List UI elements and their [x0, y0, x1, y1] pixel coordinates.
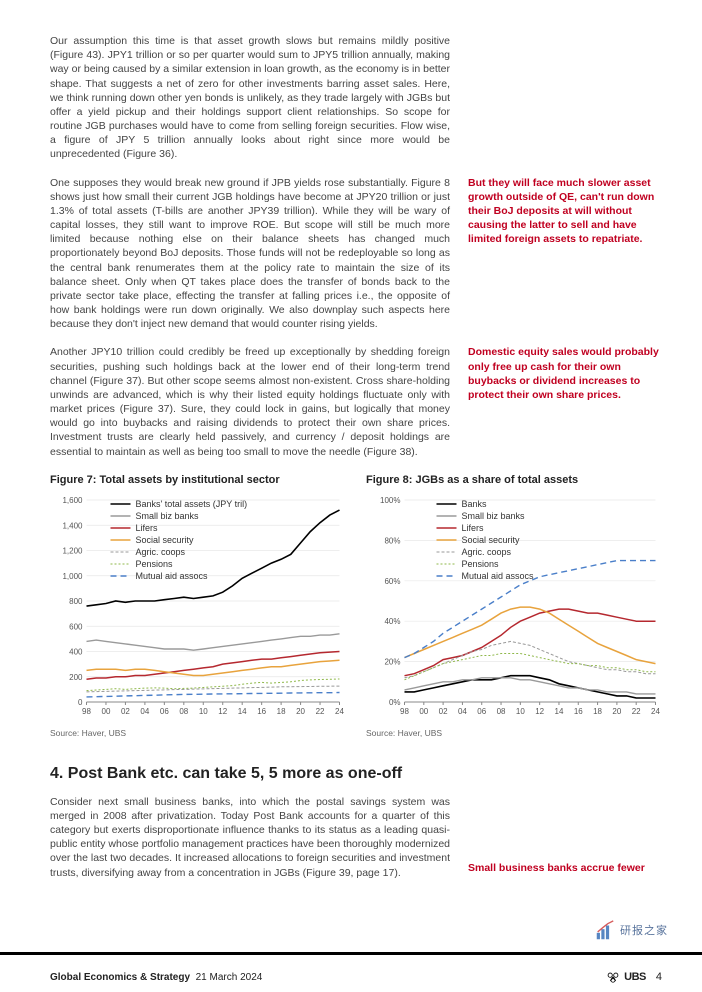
- svg-text:16: 16: [574, 707, 583, 716]
- svg-text:Small biz banks: Small biz banks: [462, 511, 526, 521]
- figure-8-source: Source: Haver, UBS: [366, 728, 662, 739]
- svg-text:18: 18: [593, 707, 602, 716]
- figure-7-title: Figure 7: Total assets by institutional …: [50, 473, 346, 488]
- ubs-brand-text: UBS: [624, 970, 646, 985]
- svg-text:20: 20: [296, 707, 305, 716]
- ubs-keys-icon: [606, 971, 620, 985]
- svg-text:Social security: Social security: [136, 535, 195, 545]
- footer-date: 21 March 2024: [196, 972, 263, 983]
- sidebar-note-2: But they will face much slower asset gro…: [468, 176, 662, 332]
- svg-text:06: 06: [477, 707, 486, 716]
- svg-text:12: 12: [218, 707, 227, 716]
- svg-text:22: 22: [316, 707, 325, 716]
- svg-text:1,600: 1,600: [62, 496, 83, 505]
- svg-text:Social security: Social security: [462, 535, 521, 545]
- svg-text:14: 14: [238, 707, 247, 716]
- sidebar-note-3: Domestic equity sales would probably onl…: [468, 345, 662, 458]
- svg-text:60%: 60%: [384, 576, 400, 585]
- figure-7-chart: 0 200 400 600 800 1,000 1,200 1,400 1,600 98 00 02 0…: [50, 494, 346, 724]
- svg-text:02: 02: [439, 707, 448, 716]
- svg-text:100%: 100%: [380, 496, 400, 505]
- svg-text:0: 0: [78, 698, 83, 707]
- page-number: 4: [656, 970, 662, 985]
- svg-text:00: 00: [102, 707, 111, 716]
- paragraph-1: Our assumption this time is that asset g…: [50, 34, 450, 162]
- svg-text:1,400: 1,400: [62, 521, 83, 530]
- ubs-logo: UBS: [606, 970, 646, 985]
- watermark-text: 研报之家: [620, 924, 668, 939]
- svg-text:1,200: 1,200: [62, 546, 83, 555]
- svg-text:08: 08: [497, 707, 506, 716]
- svg-text:10: 10: [199, 707, 208, 716]
- svg-text:Banks: Banks: [462, 499, 488, 509]
- svg-text:00: 00: [419, 707, 428, 716]
- svg-text:200: 200: [69, 672, 83, 681]
- svg-text:Agric. coops: Agric. coops: [462, 547, 512, 557]
- svg-text:40%: 40%: [384, 617, 400, 626]
- svg-text:14: 14: [555, 707, 564, 716]
- page-footer: Global Economics & Strategy 21 March 202…: [0, 952, 702, 992]
- section-4-heading: 4. Post Bank etc. can take 5, 5 more as …: [50, 763, 662, 785]
- svg-text:22: 22: [632, 707, 641, 716]
- watermark: 研报之家: [594, 920, 668, 942]
- svg-text:08: 08: [179, 707, 188, 716]
- svg-text:1,000: 1,000: [62, 571, 83, 580]
- svg-text:Lifers: Lifers: [462, 523, 485, 533]
- svg-text:20%: 20%: [384, 657, 400, 666]
- svg-text:Pensions: Pensions: [136, 559, 174, 569]
- svg-text:Small biz banks: Small biz banks: [136, 511, 200, 521]
- svg-text:20: 20: [612, 707, 621, 716]
- footer-title: Global Economics & Strategy: [50, 972, 190, 983]
- paragraph-2: One supposes they would break new ground…: [50, 176, 450, 332]
- svg-text:24: 24: [335, 707, 344, 716]
- svg-text:06: 06: [160, 707, 169, 716]
- svg-text:400: 400: [69, 647, 83, 656]
- svg-text:16: 16: [257, 707, 266, 716]
- svg-text:98: 98: [82, 707, 91, 716]
- sidebar-note-1: [468, 34, 662, 162]
- paragraph-3: Another JPY10 trillion could credibly be…: [50, 345, 450, 458]
- figure-8-chart: 0% 20% 40% 60% 80% 100% 98 00 02 04 06 08 10 12 14 16 18…: [366, 494, 662, 724]
- figure-7-source: Source: Haver, UBS: [50, 728, 346, 739]
- svg-text:600: 600: [69, 622, 83, 631]
- svg-text:24: 24: [651, 707, 660, 716]
- svg-text:04: 04: [458, 707, 467, 716]
- svg-text:0%: 0%: [389, 698, 401, 707]
- svg-text:04: 04: [140, 707, 149, 716]
- figure-8-title: Figure 8: JGBs as a share of total asset…: [366, 473, 662, 488]
- svg-text:18: 18: [277, 707, 286, 716]
- svg-text:Mutual aid assocs: Mutual aid assocs: [136, 571, 209, 581]
- svg-text:Pensions: Pensions: [462, 559, 500, 569]
- svg-text:Agric. coops: Agric. coops: [136, 547, 186, 557]
- svg-text:Mutual aid assocs: Mutual aid assocs: [462, 571, 535, 581]
- watermark-icon: [594, 920, 616, 942]
- svg-text:12: 12: [535, 707, 544, 716]
- paragraph-4: Consider next small business banks, into…: [50, 795, 450, 880]
- svg-text:800: 800: [69, 597, 83, 606]
- svg-text:10: 10: [516, 707, 525, 716]
- svg-text:Banks' total assets (JPY tril): Banks' total assets (JPY tril): [136, 499, 248, 509]
- sidebar-note-4: Small business banks accrue fewer: [468, 795, 662, 880]
- svg-text:Lifers: Lifers: [136, 523, 159, 533]
- svg-text:80%: 80%: [384, 536, 400, 545]
- svg-text:02: 02: [121, 707, 130, 716]
- svg-text:98: 98: [400, 707, 409, 716]
